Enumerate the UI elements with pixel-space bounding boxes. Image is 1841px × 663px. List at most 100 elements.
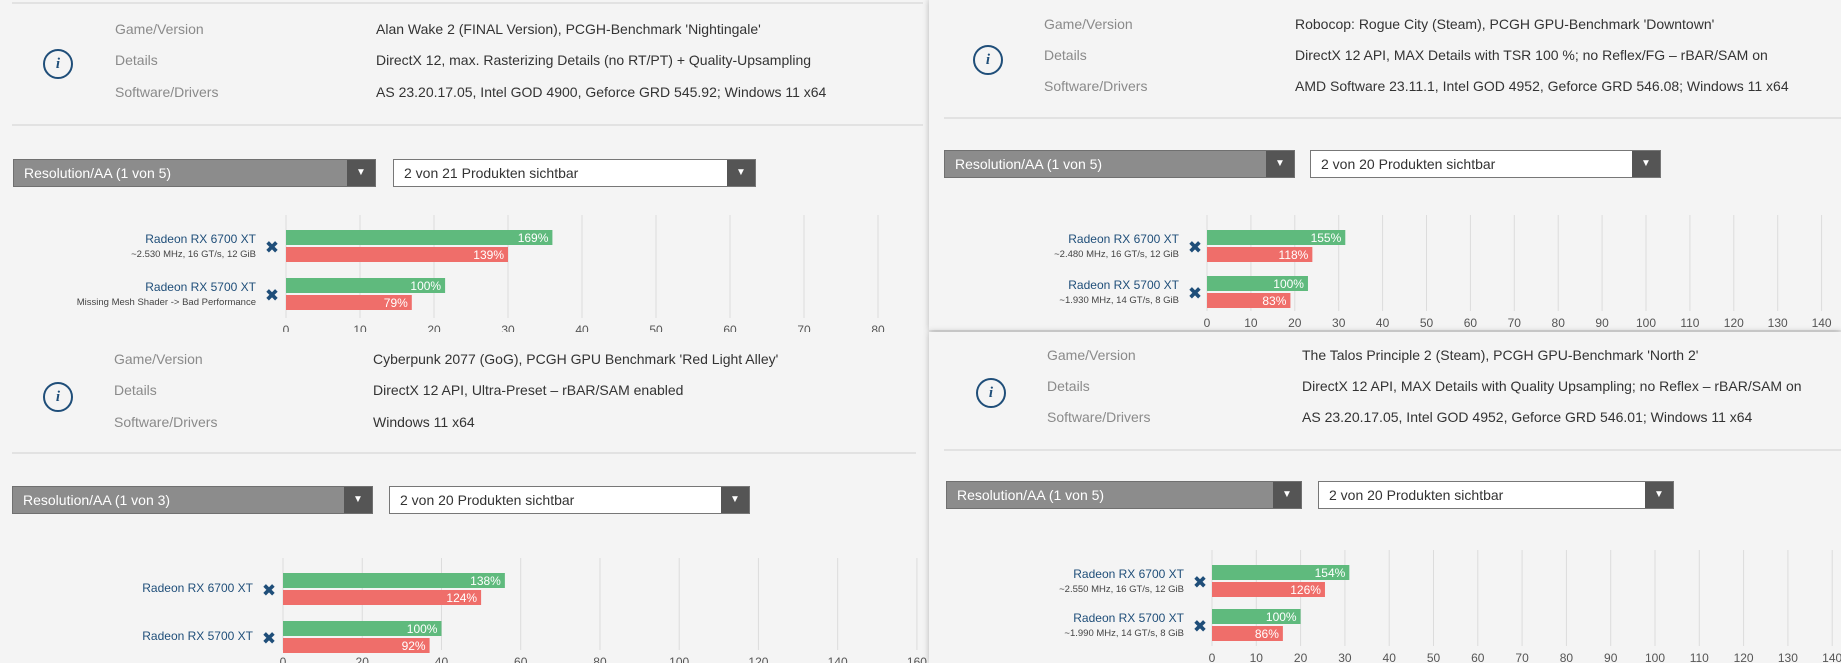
product-name-link[interactable]: Radeon RX 5700 XT: [142, 629, 253, 643]
x-tick-label: 120: [1734, 651, 1754, 663]
bar-green: [286, 278, 446, 293]
remove-product-icon[interactable]: ✖: [262, 629, 276, 649]
chevron-down-icon[interactable]: ▼: [727, 160, 755, 186]
remove-product-icon[interactable]: ✖: [265, 238, 279, 258]
x-tick-label: 140: [1812, 316, 1832, 330]
x-tick-label: 60: [1471, 651, 1485, 663]
x-tick-label: 50: [649, 323, 663, 332]
x-tick-label: 100: [1636, 316, 1656, 330]
divider: [944, 449, 1841, 451]
product-name-link[interactable]: Radeon RX 6700 XT: [142, 581, 253, 595]
remove-product-icon[interactable]: ✖: [1193, 617, 1207, 637]
chevron-down-icon[interactable]: ▼: [1266, 151, 1294, 177]
bar-value-label: 154%: [1315, 566, 1346, 580]
product-name-link[interactable]: Radeon RX 6700 XT: [1073, 567, 1184, 581]
products-dropdown-label: 2 von 20 Produkten sichtbar: [400, 492, 575, 508]
x-tick-label: 0: [1209, 651, 1216, 663]
product-name-link[interactable]: Radeon RX 5700 XT: [145, 280, 256, 294]
resolution-dropdown-label: Resolution/AA (1 von 5): [955, 156, 1103, 172]
software-value: AMD Software 23.11.1, Intel GOD 4952, Ge…: [1295, 78, 1789, 94]
bar-value-label: 83%: [1262, 294, 1286, 308]
products-dropdown[interactable]: 2 von 21 Produkten sichtbar ▼: [393, 159, 756, 187]
product-subtitle: ~1.930 MHz, 14 GT/s, 8 GiB: [1059, 295, 1179, 306]
resolution-dropdown[interactable]: Resolution/AA (1 von 5) ▼: [13, 159, 376, 187]
info-icon[interactable]: i: [43, 49, 73, 79]
remove-product-icon[interactable]: ✖: [262, 581, 276, 601]
bar-value-label: 124%: [446, 591, 477, 605]
bar-green: [1212, 565, 1350, 580]
x-tick-label: 100: [669, 655, 689, 663]
chevron-down-icon[interactable]: ▼: [347, 160, 375, 186]
bar-green: [1212, 609, 1301, 624]
x-tick-label: 10: [1244, 316, 1258, 330]
software-label: Software/Drivers: [115, 84, 219, 100]
benchmark-panel-alan-wake-2: i Game/Version Details Software/Drivers …: [0, 0, 928, 332]
x-tick-label: 30: [501, 323, 515, 332]
x-tick-label: 140: [1822, 651, 1841, 663]
details-value: DirectX 12 API, MAX Details with Quality…: [1302, 378, 1802, 394]
product-name-link[interactable]: Radeon RX 5700 XT: [1068, 278, 1179, 292]
bar-value-label: 100%: [407, 622, 438, 636]
product-name-link[interactable]: Radeon RX 6700 XT: [1068, 232, 1179, 246]
software-value: AS 23.20.17.05, Intel GOD 4900, Geforce …: [376, 84, 827, 100]
bar-value-label: 100%: [1273, 277, 1304, 291]
resolution-dropdown[interactable]: Resolution/AA (1 von 5) ▼: [944, 150, 1295, 178]
x-tick-label: 70: [1508, 316, 1522, 330]
details-label: Details: [1044, 47, 1087, 63]
remove-product-icon[interactable]: ✖: [1193, 573, 1207, 593]
x-tick-label: 10: [1250, 651, 1264, 663]
chevron-down-icon[interactable]: ▼: [721, 487, 749, 513]
resolution-dropdown-label: Resolution/AA (1 von 5): [957, 487, 1105, 503]
products-dropdown[interactable]: 2 von 20 Produkten sichtbar ▼: [1310, 150, 1661, 178]
x-tick-label: 60: [723, 323, 737, 332]
x-tick-label: 130: [1778, 651, 1798, 663]
bar-green: [1207, 276, 1308, 291]
details-value: DirectX 12 API, MAX Details with TSR 100…: [1295, 47, 1768, 63]
x-tick-label: 40: [1383, 651, 1397, 663]
bar-red: [1212, 582, 1325, 597]
x-tick-label: 70: [1515, 651, 1529, 663]
x-tick-label: 120: [1724, 316, 1744, 330]
resolution-dropdown[interactable]: Resolution/AA (1 von 3) ▼: [12, 486, 373, 514]
resolution-dropdown[interactable]: Resolution/AA (1 von 5) ▼: [946, 481, 1302, 509]
details-label: Details: [114, 382, 157, 398]
benchmark-chart: 0 10 20 30 40 50 60 70 80 90 100 110 120 130169%139%R…: [77, 215, 885, 332]
resolution-dropdown-label: Resolution/AA (1 von 5): [24, 165, 172, 181]
remove-product-icon[interactable]: ✖: [1188, 284, 1202, 304]
software-value: AS 23.20.17.05, Intel GOD 4952, Geforce …: [1302, 409, 1753, 425]
x-tick-label: 70: [797, 323, 811, 332]
info-icon[interactable]: i: [973, 45, 1003, 75]
game-value: The Talos Principle 2 (Steam), PCGH GPU-…: [1302, 347, 1699, 363]
product-name-link[interactable]: Radeon RX 5700 XT: [1073, 611, 1184, 625]
info-icon[interactable]: i: [976, 378, 1006, 408]
products-dropdown[interactable]: 2 von 20 Produkten sichtbar ▼: [1318, 481, 1674, 509]
bar-value-label: 100%: [1266, 610, 1297, 624]
products-dropdown[interactable]: 2 von 20 Produkten sichtbar ▼: [389, 486, 750, 514]
game-label: Game/Version: [115, 21, 204, 37]
bar-green: [283, 573, 505, 588]
x-tick-label: 90: [1595, 316, 1609, 330]
chevron-down-icon[interactable]: ▼: [344, 487, 372, 513]
chevron-down-icon[interactable]: ▼: [1632, 151, 1660, 177]
remove-product-icon[interactable]: ✖: [1188, 238, 1202, 258]
info-icon[interactable]: i: [43, 382, 73, 412]
remove-product-icon[interactable]: ✖: [265, 286, 279, 306]
chevron-down-icon[interactable]: ▼: [1273, 482, 1301, 508]
x-tick-label: 30: [1332, 316, 1346, 330]
divider: [12, 452, 916, 454]
x-tick-label: 50: [1427, 651, 1441, 663]
chevron-down-icon[interactable]: ▼: [1645, 482, 1673, 508]
x-tick-label: 60: [514, 655, 528, 663]
bar-value-label: 79%: [384, 296, 408, 310]
x-tick-label: 40: [1376, 316, 1390, 330]
game-value: Cyberpunk 2077 (GoG), PCGH GPU Benchmark…: [373, 351, 779, 367]
x-tick-label: 0: [280, 655, 287, 663]
x-tick-label: 60: [1464, 316, 1478, 330]
product-subtitle: Missing Mesh Shader -> Bad Performance: [77, 297, 256, 308]
benchmark-chart: 0 10 20 30 40 50 60 70 80 90 100 110 120 130 140 155%11…: [1054, 215, 1832, 330]
software-label: Software/Drivers: [114, 414, 218, 430]
divider: [12, 2, 923, 4]
bar-red: [1207, 247, 1313, 262]
bar-value-label: 92%: [402, 639, 426, 653]
product-name-link[interactable]: Radeon RX 6700 XT: [145, 232, 256, 246]
